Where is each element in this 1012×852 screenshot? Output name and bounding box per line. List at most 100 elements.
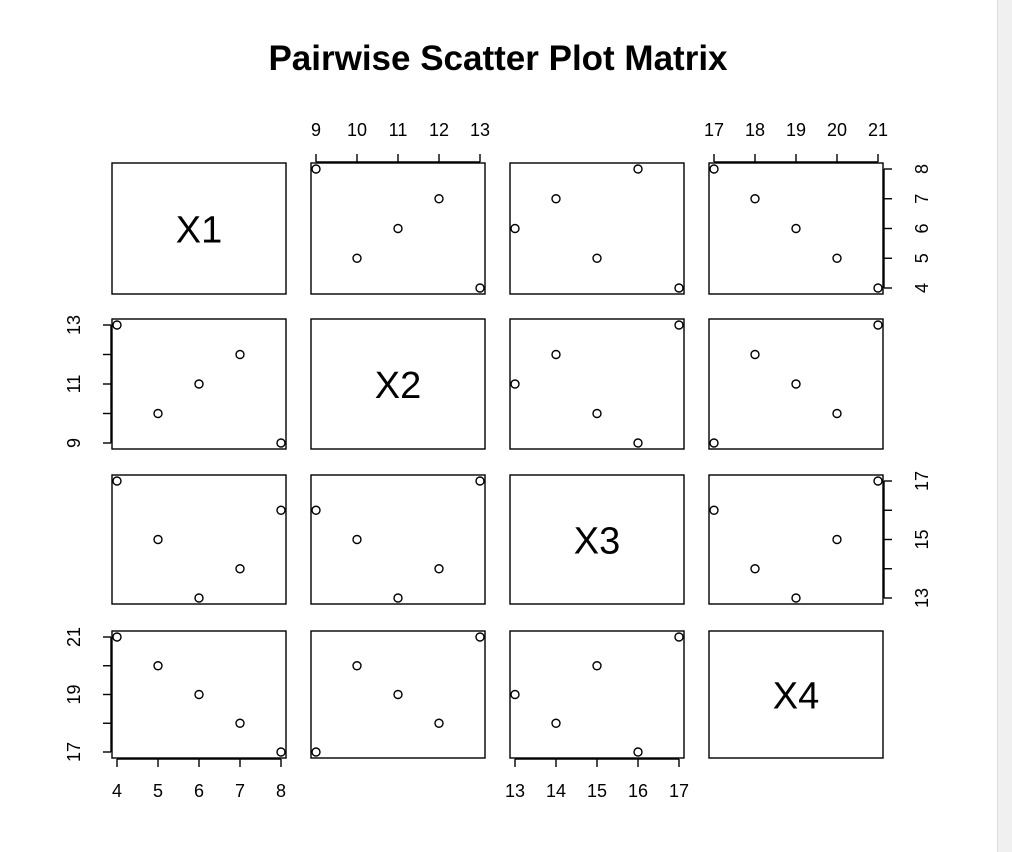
data-point-x2-vs-x3 (510, 379, 520, 389)
panel-frame-4-2 (310, 630, 486, 759)
data-point-x1-vs-x4 (750, 194, 760, 204)
data-point-x3-vs-x2 (475, 476, 485, 486)
panel-frame-2-4 (708, 318, 884, 450)
data-point-x1-vs-x4 (832, 253, 842, 263)
x-tick-label-x3: 15 (587, 781, 607, 801)
x-tick-label-x2: 10 (347, 120, 367, 140)
data-point-x2-vs-x3 (592, 408, 602, 419)
data-point-x3-vs-x1 (153, 534, 163, 545)
panel-frame-2-1 (111, 318, 287, 450)
panel-frame-1-4 (708, 162, 884, 295)
y-tick-label-x4: 19 (64, 684, 84, 704)
y-tick-label-x3: 13 (912, 588, 932, 608)
data-point-x2-vs-x1 (276, 438, 286, 448)
panel-frame-1-2 (310, 162, 486, 295)
panel-frame-3-3 (509, 474, 685, 605)
data-point-x1-vs-x3 (551, 194, 561, 204)
data-point-x2-vs-x4 (750, 349, 760, 360)
x-tick-label-x2: 9 (311, 120, 321, 140)
panel-frame-1-1 (111, 162, 287, 295)
panel-frame-3-1 (111, 474, 287, 605)
data-point-x1-vs-x3 (674, 283, 684, 293)
y-tick-label-x3: 17 (912, 471, 932, 491)
data-point-x3-vs-x2 (311, 505, 321, 515)
data-point-x2-vs-x1 (235, 349, 245, 360)
data-point-x1-vs-x2 (434, 194, 444, 204)
y-tick-label-x1: 8 (912, 164, 932, 174)
x-tick-label-x4: 17 (704, 120, 724, 140)
data-point-x4-vs-x3 (510, 689, 520, 700)
variable-label-x4: X4 (773, 676, 819, 718)
y-tick-label-x2: 11 (64, 375, 84, 394)
data-point-x4-vs-x2 (393, 689, 403, 700)
data-point-x3-vs-x4 (873, 476, 883, 486)
data-point-x1-vs-x4 (709, 164, 719, 174)
data-point-x1-vs-x2 (311, 164, 321, 174)
data-point-x3-vs-x4 (750, 564, 760, 574)
panel-frame-4-3 (509, 630, 685, 759)
y-tick-label-x1: 4 (912, 283, 932, 293)
x-tick-label-x3: 14 (546, 781, 566, 801)
data-point-x1-vs-x2 (475, 283, 485, 293)
variable-label-x2: X2 (375, 365, 421, 407)
x-tick-label-x2: 13 (470, 120, 490, 140)
data-point-x3-vs-x2 (434, 564, 444, 574)
data-point-x3-vs-x4 (832, 534, 842, 545)
data-point-x4-vs-x1 (153, 661, 163, 671)
vertical-scrollbar[interactable] (997, 0, 1012, 852)
x-tick-label-x1: 8 (276, 781, 286, 801)
x-tick-label-x2: 11 (389, 120, 408, 140)
data-point-x4-vs-x2 (352, 661, 362, 671)
data-point-x2-vs-x4 (791, 379, 801, 389)
data-point-x1-vs-x3 (633, 164, 643, 174)
y-tick-label-x1: 6 (912, 223, 932, 233)
x-tick-label-x1: 6 (194, 781, 204, 801)
data-point-x4-vs-x3 (633, 747, 643, 757)
data-point-x1-vs-x3 (510, 223, 520, 234)
panel-frame-4-1 (111, 630, 287, 759)
data-point-x2-vs-x4 (873, 320, 883, 330)
data-point-x2-vs-x1 (112, 320, 122, 330)
x-tick-label-x3: 13 (505, 781, 525, 801)
panel-frame-4-4 (708, 630, 884, 759)
y-tick-label-x1: 5 (912, 253, 932, 263)
data-point-x2-vs-x1 (153, 408, 163, 419)
data-point-x3-vs-x1 (112, 476, 122, 486)
data-point-x4-vs-x1 (235, 718, 245, 728)
data-point-x4-vs-x3 (592, 661, 602, 671)
x-tick-label-x3: 17 (669, 781, 689, 801)
y-tick-label-x3: 15 (912, 529, 932, 549)
x-tick-label-x4: 20 (827, 120, 847, 140)
data-point-x2-vs-x3 (633, 438, 643, 448)
data-point-x4-vs-x1 (112, 632, 122, 642)
data-point-x1-vs-x2 (352, 253, 362, 263)
data-point-x2-vs-x4 (832, 408, 842, 419)
panel-frame-3-4 (708, 474, 884, 605)
x-tick-label-x4: 18 (745, 120, 765, 140)
y-tick-label-x4: 21 (64, 627, 84, 647)
x-tick-label-x1: 7 (235, 781, 245, 801)
data-point-x3-vs-x4 (709, 505, 719, 515)
data-point-x1-vs-x4 (873, 283, 883, 293)
y-tick-label-x1: 7 (912, 194, 932, 204)
data-point-x4-vs-x2 (475, 632, 485, 642)
x-tick-label-x4: 21 (868, 120, 888, 140)
data-point-x4-vs-x2 (311, 747, 321, 757)
y-tick-label-x2: 13 (64, 315, 84, 335)
data-point-x2-vs-x1 (194, 379, 204, 389)
data-point-x3-vs-x1 (194, 593, 204, 603)
data-point-x3-vs-x4 (791, 593, 801, 603)
panel-frame-2-3 (509, 318, 685, 450)
data-point-x4-vs-x1 (276, 747, 286, 757)
variable-label-x3: X3 (574, 521, 620, 563)
data-point-x4-vs-x3 (551, 718, 561, 728)
x-tick-label-x1: 5 (153, 781, 163, 801)
data-point-x1-vs-x4 (791, 223, 801, 234)
data-point-x1-vs-x2 (393, 223, 403, 234)
data-point-x3-vs-x2 (393, 593, 403, 603)
x-tick-label-x3: 16 (628, 781, 648, 801)
data-point-x3-vs-x2 (352, 534, 362, 545)
variable-label-x1: X1 (176, 210, 222, 252)
x-tick-label-x2: 12 (429, 120, 449, 140)
